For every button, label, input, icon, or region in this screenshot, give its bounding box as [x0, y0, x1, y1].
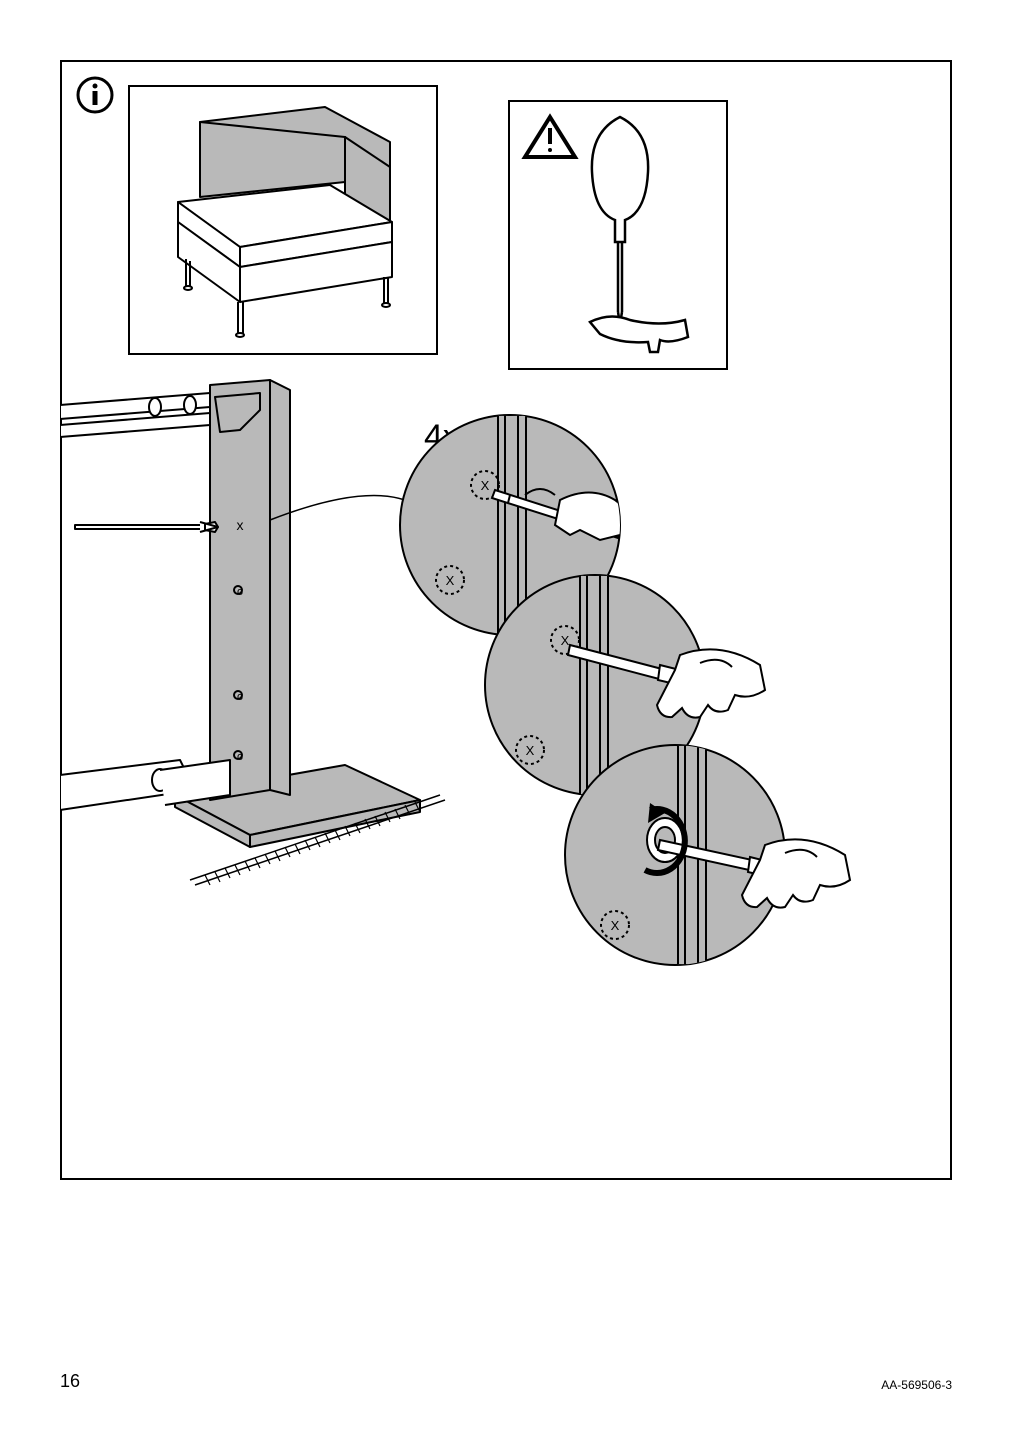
svg-text:X: X: [611, 918, 620, 933]
document-id: AA-569506-3: [881, 1378, 952, 1392]
warning-panel: [508, 100, 728, 370]
svg-text:o: o: [237, 691, 243, 703]
svg-text:o: o: [237, 586, 243, 598]
svg-text:X: X: [526, 743, 535, 758]
awl-warning-illustration: [510, 102, 730, 372]
svg-text:X: X: [561, 633, 570, 648]
main-step-illustration: x o o o: [60, 355, 952, 995]
page-number: 16: [60, 1371, 80, 1392]
svg-text:X: X: [446, 573, 455, 588]
info-icon: [75, 75, 115, 115]
product-illustration: [130, 87, 440, 357]
svg-text:o: o: [237, 751, 243, 763]
svg-text:x: x: [237, 517, 244, 533]
svg-text:X: X: [481, 478, 490, 493]
product-preview-panel: [128, 85, 438, 355]
